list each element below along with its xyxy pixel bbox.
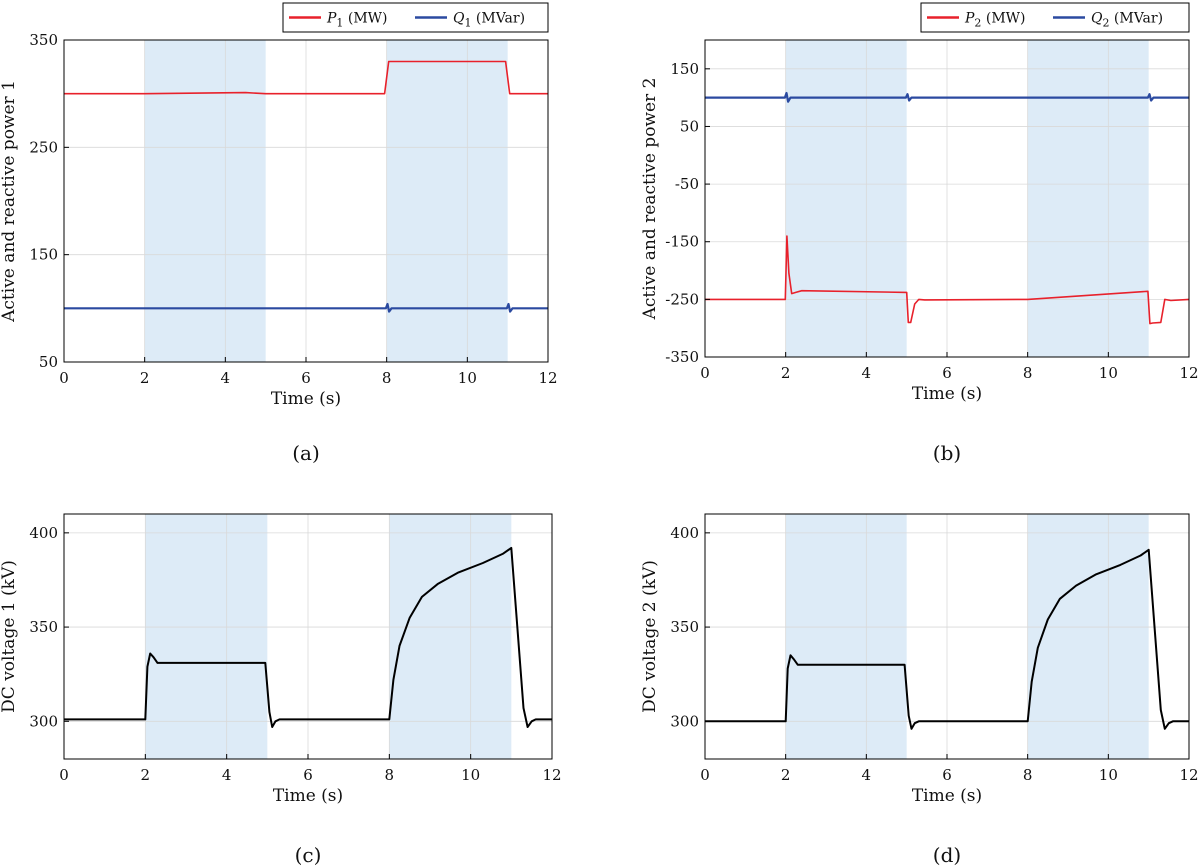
x-tick-label: 2 — [781, 364, 791, 382]
y-tick-label: 250 — [29, 138, 58, 156]
legend-unit: (MVar) — [471, 11, 525, 27]
y-tick-label: 350 — [29, 31, 58, 49]
x-tick-label: 12 — [542, 766, 561, 784]
x-tick-label: 12 — [1179, 766, 1198, 784]
legend-subscript: 2 — [974, 17, 981, 30]
x-axis-label: Time (s) — [912, 786, 982, 806]
y-tick-label: 50 — [39, 353, 58, 371]
y-tick-label: -150 — [665, 233, 699, 251]
x-axis-label: Time (s) — [912, 384, 982, 404]
x-tick-label: 6 — [303, 766, 313, 784]
x-tick-label: 0 — [59, 766, 69, 784]
y-tick-label: 350 — [670, 618, 699, 636]
legend-box — [920, 2, 1190, 33]
legend-subscript: 2 — [1102, 17, 1109, 30]
y-tick-label: 300 — [670, 712, 699, 730]
series-line-1 — [705, 235, 1190, 325]
x-axis-label: Time (s) — [273, 786, 343, 806]
x-tick-label: 6 — [301, 369, 311, 387]
legend-symbol: P — [326, 11, 337, 27]
y-tick-label: -350 — [665, 348, 699, 366]
x-tick-label: 0 — [700, 364, 710, 382]
series-line-1 — [64, 60, 548, 95]
y-tick-label: 150 — [670, 60, 699, 78]
x-tick-label: 12 — [538, 369, 557, 387]
x-tick-label: 4 — [862, 766, 872, 784]
x-tick-label: 4 — [222, 766, 232, 784]
y-axis-label: DC voltage 1 (kV) — [0, 560, 19, 713]
shaded-interval-1 — [145, 514, 268, 759]
x-tick-label: 8 — [382, 369, 392, 387]
y-axis-label: DC voltage 2 (kV) — [640, 560, 660, 713]
x-tick-label: 2 — [781, 766, 791, 784]
x-tick-label: 12 — [1179, 364, 1198, 382]
legend-entry-label: P2 (MW) — [964, 11, 1026, 30]
y-tick-label: 300 — [29, 712, 58, 730]
legend-subscript: 1 — [464, 17, 471, 30]
series-line-2 — [705, 91, 1189, 103]
x-tick-label: 8 — [1023, 766, 1033, 784]
y-tick-label: 50 — [680, 117, 699, 135]
panel-caption: (c) — [295, 843, 322, 867]
x-tick-label: 0 — [700, 766, 710, 784]
series-line-2 — [64, 302, 548, 313]
legend: P2 (MW) Q2 (MVar) — [920, 2, 1190, 33]
shaded-interval-1 — [144, 40, 266, 362]
legend-entry-label: Q1 (MVar) — [453, 11, 525, 30]
chart-panel-b: 0 2 4 6 8 10 12 -350 -250 -150 -50 50 150 Time (s) Act… — [640, 2, 1199, 465]
x-tick-label: 4 — [862, 364, 872, 382]
legend-unit: (MW) — [981, 11, 1025, 27]
legend-entry-label: P1 (MW) — [326, 11, 388, 30]
x-tick-label: 10 — [1099, 766, 1118, 784]
shaded-interval-1 — [785, 40, 907, 357]
legend-unit: (MW) — [343, 11, 387, 27]
legend-subscript: 1 — [336, 17, 343, 30]
chart-panel-c: 0 2 4 6 8 10 12 300 350 400 Time (s) DC voltage 1 (… — [0, 513, 562, 867]
x-tick-label: 4 — [221, 369, 231, 387]
y-tick-label: -50 — [675, 175, 699, 193]
y-tick-label: 150 — [29, 246, 58, 264]
x-tick-label: 10 — [461, 766, 480, 784]
x-tick-label: 2 — [141, 766, 151, 784]
shaded-interval-1 — [785, 514, 907, 759]
x-tick-label: 8 — [1023, 364, 1033, 382]
legend-unit: (MVar) — [1109, 11, 1163, 27]
y-axis-label: Active and reactive power 1 — [0, 80, 19, 323]
panel-caption: (b) — [933, 441, 961, 465]
panel-caption: (d) — [933, 843, 961, 867]
legend-symbol: Q — [1091, 11, 1103, 27]
x-tick-label: 6 — [942, 364, 952, 382]
x-tick-label: 2 — [140, 369, 150, 387]
x-tick-label: 0 — [59, 369, 69, 387]
y-tick-label: 400 — [670, 524, 699, 542]
y-tick-label: 400 — [29, 524, 58, 542]
x-tick-label: 6 — [942, 766, 952, 784]
y-axis-label: Active and reactive power 2 — [640, 78, 660, 321]
chart-panel-a: 0 2 4 6 8 10 12 50 150 250 350 Time (s) Active and r… — [0, 2, 558, 465]
x-tick-label: 8 — [385, 766, 395, 784]
y-tick-label: -250 — [665, 290, 699, 308]
panel-caption: (a) — [292, 441, 320, 465]
shaded-interval-2 — [386, 40, 508, 362]
chart-panel-d: 0 2 4 6 8 10 12 300 350 400 Time (s) DC voltage 2 (… — [640, 513, 1199, 867]
legend-entry-label: Q2 (MVar) — [1091, 11, 1163, 30]
shaded-interval-2 — [1027, 40, 1149, 357]
series-line-1 — [64, 546, 552, 728]
legend-symbol: Q — [453, 11, 465, 27]
series-line-1 — [705, 548, 1189, 730]
shaded-interval-2 — [389, 514, 512, 759]
legend: P1 (MW) Q1 (MVar) — [282, 2, 549, 33]
y-tick-label: 350 — [29, 618, 58, 636]
x-axis-label: Time (s) — [271, 389, 341, 409]
shaded-interval-2 — [1027, 514, 1149, 759]
x-tick-label: 10 — [458, 369, 477, 387]
legend-symbol: P — [964, 11, 975, 27]
x-tick-label: 10 — [1099, 364, 1118, 382]
